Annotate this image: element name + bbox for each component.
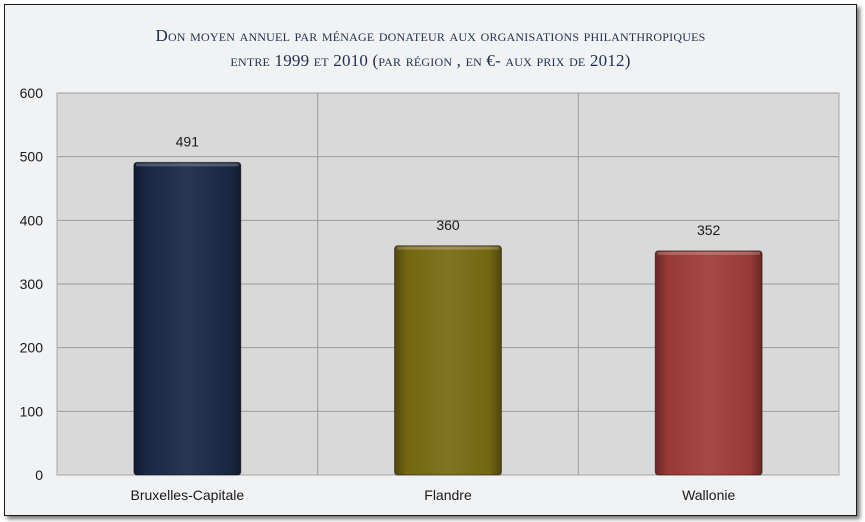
y-tick-label: 400 (20, 212, 44, 228)
bar-shading (394, 245, 502, 475)
chart-title-line-1: Don moyen annuel par ménage donateur aux… (155, 26, 706, 45)
y-tick-label: 100 (20, 403, 44, 419)
data-label: 352 (697, 222, 721, 238)
y-tick-label: 0 (35, 467, 43, 483)
x-axis: Bruxelles-Capitale Flandre Wallonie (131, 487, 736, 503)
y-tick-label: 200 (20, 340, 44, 356)
bar-highlight (657, 251, 761, 255)
x-category-label: Flandre (424, 487, 472, 503)
data-label: 491 (176, 133, 200, 149)
bar-shading (655, 250, 763, 475)
data-label: 360 (436, 217, 460, 233)
y-tick-label: 500 (20, 149, 44, 165)
bars: 491 360 352 (133, 133, 763, 476)
bar-highlight (396, 246, 500, 250)
bar-highlight (135, 163, 239, 167)
chart-title: Don moyen annuel par ménage donateur aux… (5, 23, 856, 73)
y-axis: 0 100 200 300 400 500 600 (20, 85, 44, 483)
chart-title-line-2: entre 1999 et 2010 (par région , en €- a… (230, 51, 631, 70)
bar-shading (133, 162, 241, 475)
y-tick-label: 600 (20, 85, 44, 101)
x-category-label: Wallonie (682, 487, 735, 503)
y-tick-label: 300 (20, 276, 44, 292)
x-category-label: Bruxelles-Capitale (131, 487, 245, 503)
